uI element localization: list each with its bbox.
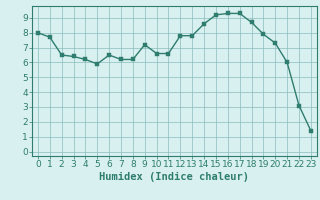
X-axis label: Humidex (Indice chaleur): Humidex (Indice chaleur): [100, 172, 249, 182]
